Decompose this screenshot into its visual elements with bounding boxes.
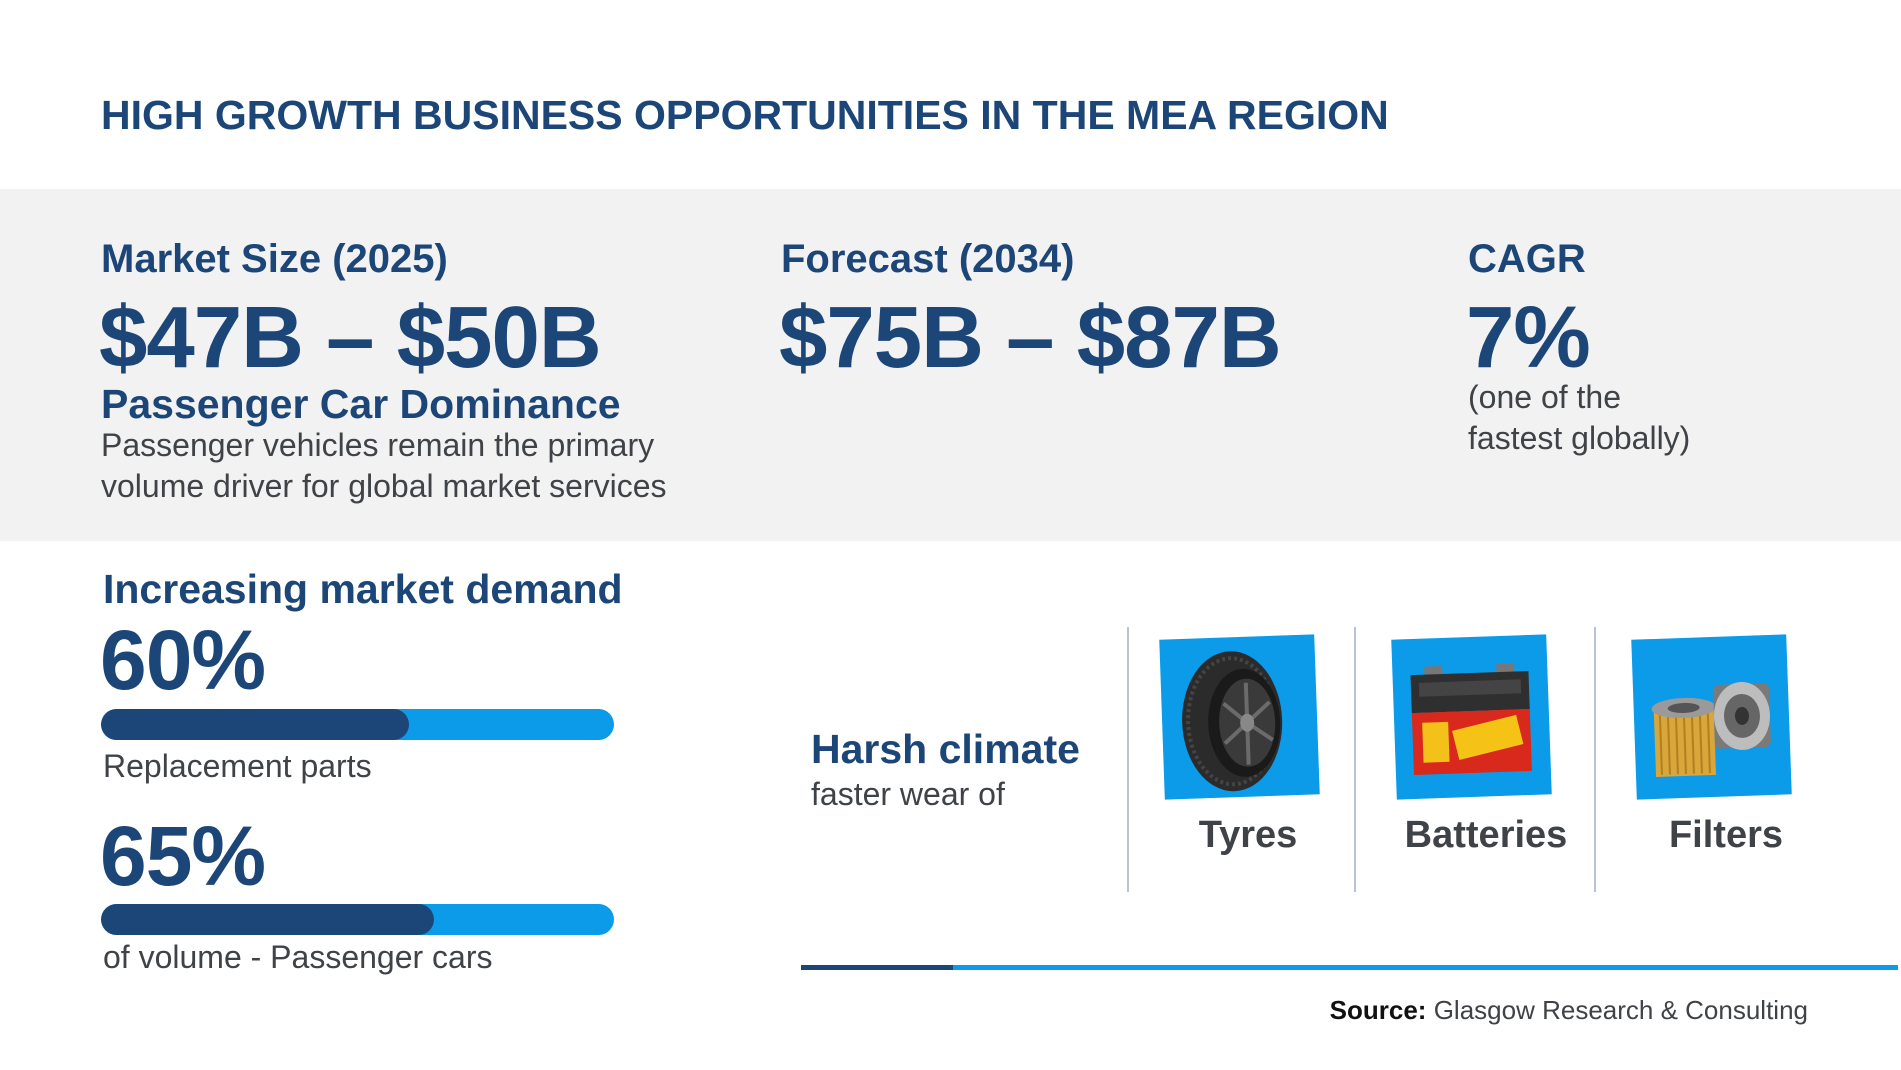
climate-subtext: faster wear of: [811, 776, 1005, 812]
passenger-progress-bar: [101, 904, 614, 935]
dominance-line2: volume driver for global market services: [101, 468, 667, 504]
cagr-note-line1: (one of the: [1468, 379, 1621, 415]
dominance-line1: Passenger vehicles remain the primary: [101, 427, 655, 463]
tyre-icon: [1159, 634, 1320, 800]
cagr-label: CAGR: [1468, 237, 1586, 281]
cagr-note: (one of the fastest globally): [1468, 377, 1690, 459]
source-note: Source: Glasgow Research & Consulting: [1330, 995, 1808, 1026]
market-size-label: Market Size (2025): [101, 237, 448, 281]
passenger-caption: of volume - Passenger cars: [103, 939, 493, 975]
cagr-note-line2: fastest globally): [1468, 420, 1691, 456]
divider: [1594, 627, 1596, 892]
dominance-text: Passenger vehicles remain the primary vo…: [101, 425, 667, 507]
market-size-value: $47B – $50B: [99, 289, 602, 386]
filter-icon: [1631, 634, 1792, 800]
page-title: HIGH GROWTH BUSINESS OPPORTUNITIES IN TH…: [101, 92, 1389, 138]
battery-icon: [1391, 634, 1552, 800]
stats-band: [0, 189, 1901, 541]
forecast-value: $75B – $87B: [779, 289, 1282, 386]
divider-line: [801, 965, 1898, 970]
cagr-value: 7%: [1466, 289, 1591, 386]
climate-item-tyres: Tyres: [1198, 814, 1298, 856]
demand-value-passenger: 65%: [100, 809, 266, 903]
replacement-caption: Replacement parts: [103, 748, 372, 784]
climate-heading: Harsh climate: [811, 726, 1080, 772]
demand-heading: Increasing market demand: [103, 566, 623, 612]
dominance-heading: Passenger Car Dominance: [101, 381, 621, 427]
divider: [1127, 627, 1129, 892]
replacement-progress-fill: [101, 709, 409, 740]
source-label: Source:: [1329, 995, 1427, 1025]
climate-item-batteries: Batteries: [1404, 814, 1568, 856]
divider-line-accent: [801, 965, 953, 970]
demand-value-replacement: 60%: [100, 613, 266, 707]
passenger-progress-fill: [101, 904, 435, 935]
climate-item-filters: Filters: [1668, 814, 1784, 856]
divider: [1354, 627, 1356, 892]
forecast-label: Forecast (2034): [781, 237, 1075, 281]
source-text: Glasgow Research & Consulting: [1433, 995, 1808, 1025]
replacement-progress-bar: [101, 709, 614, 740]
